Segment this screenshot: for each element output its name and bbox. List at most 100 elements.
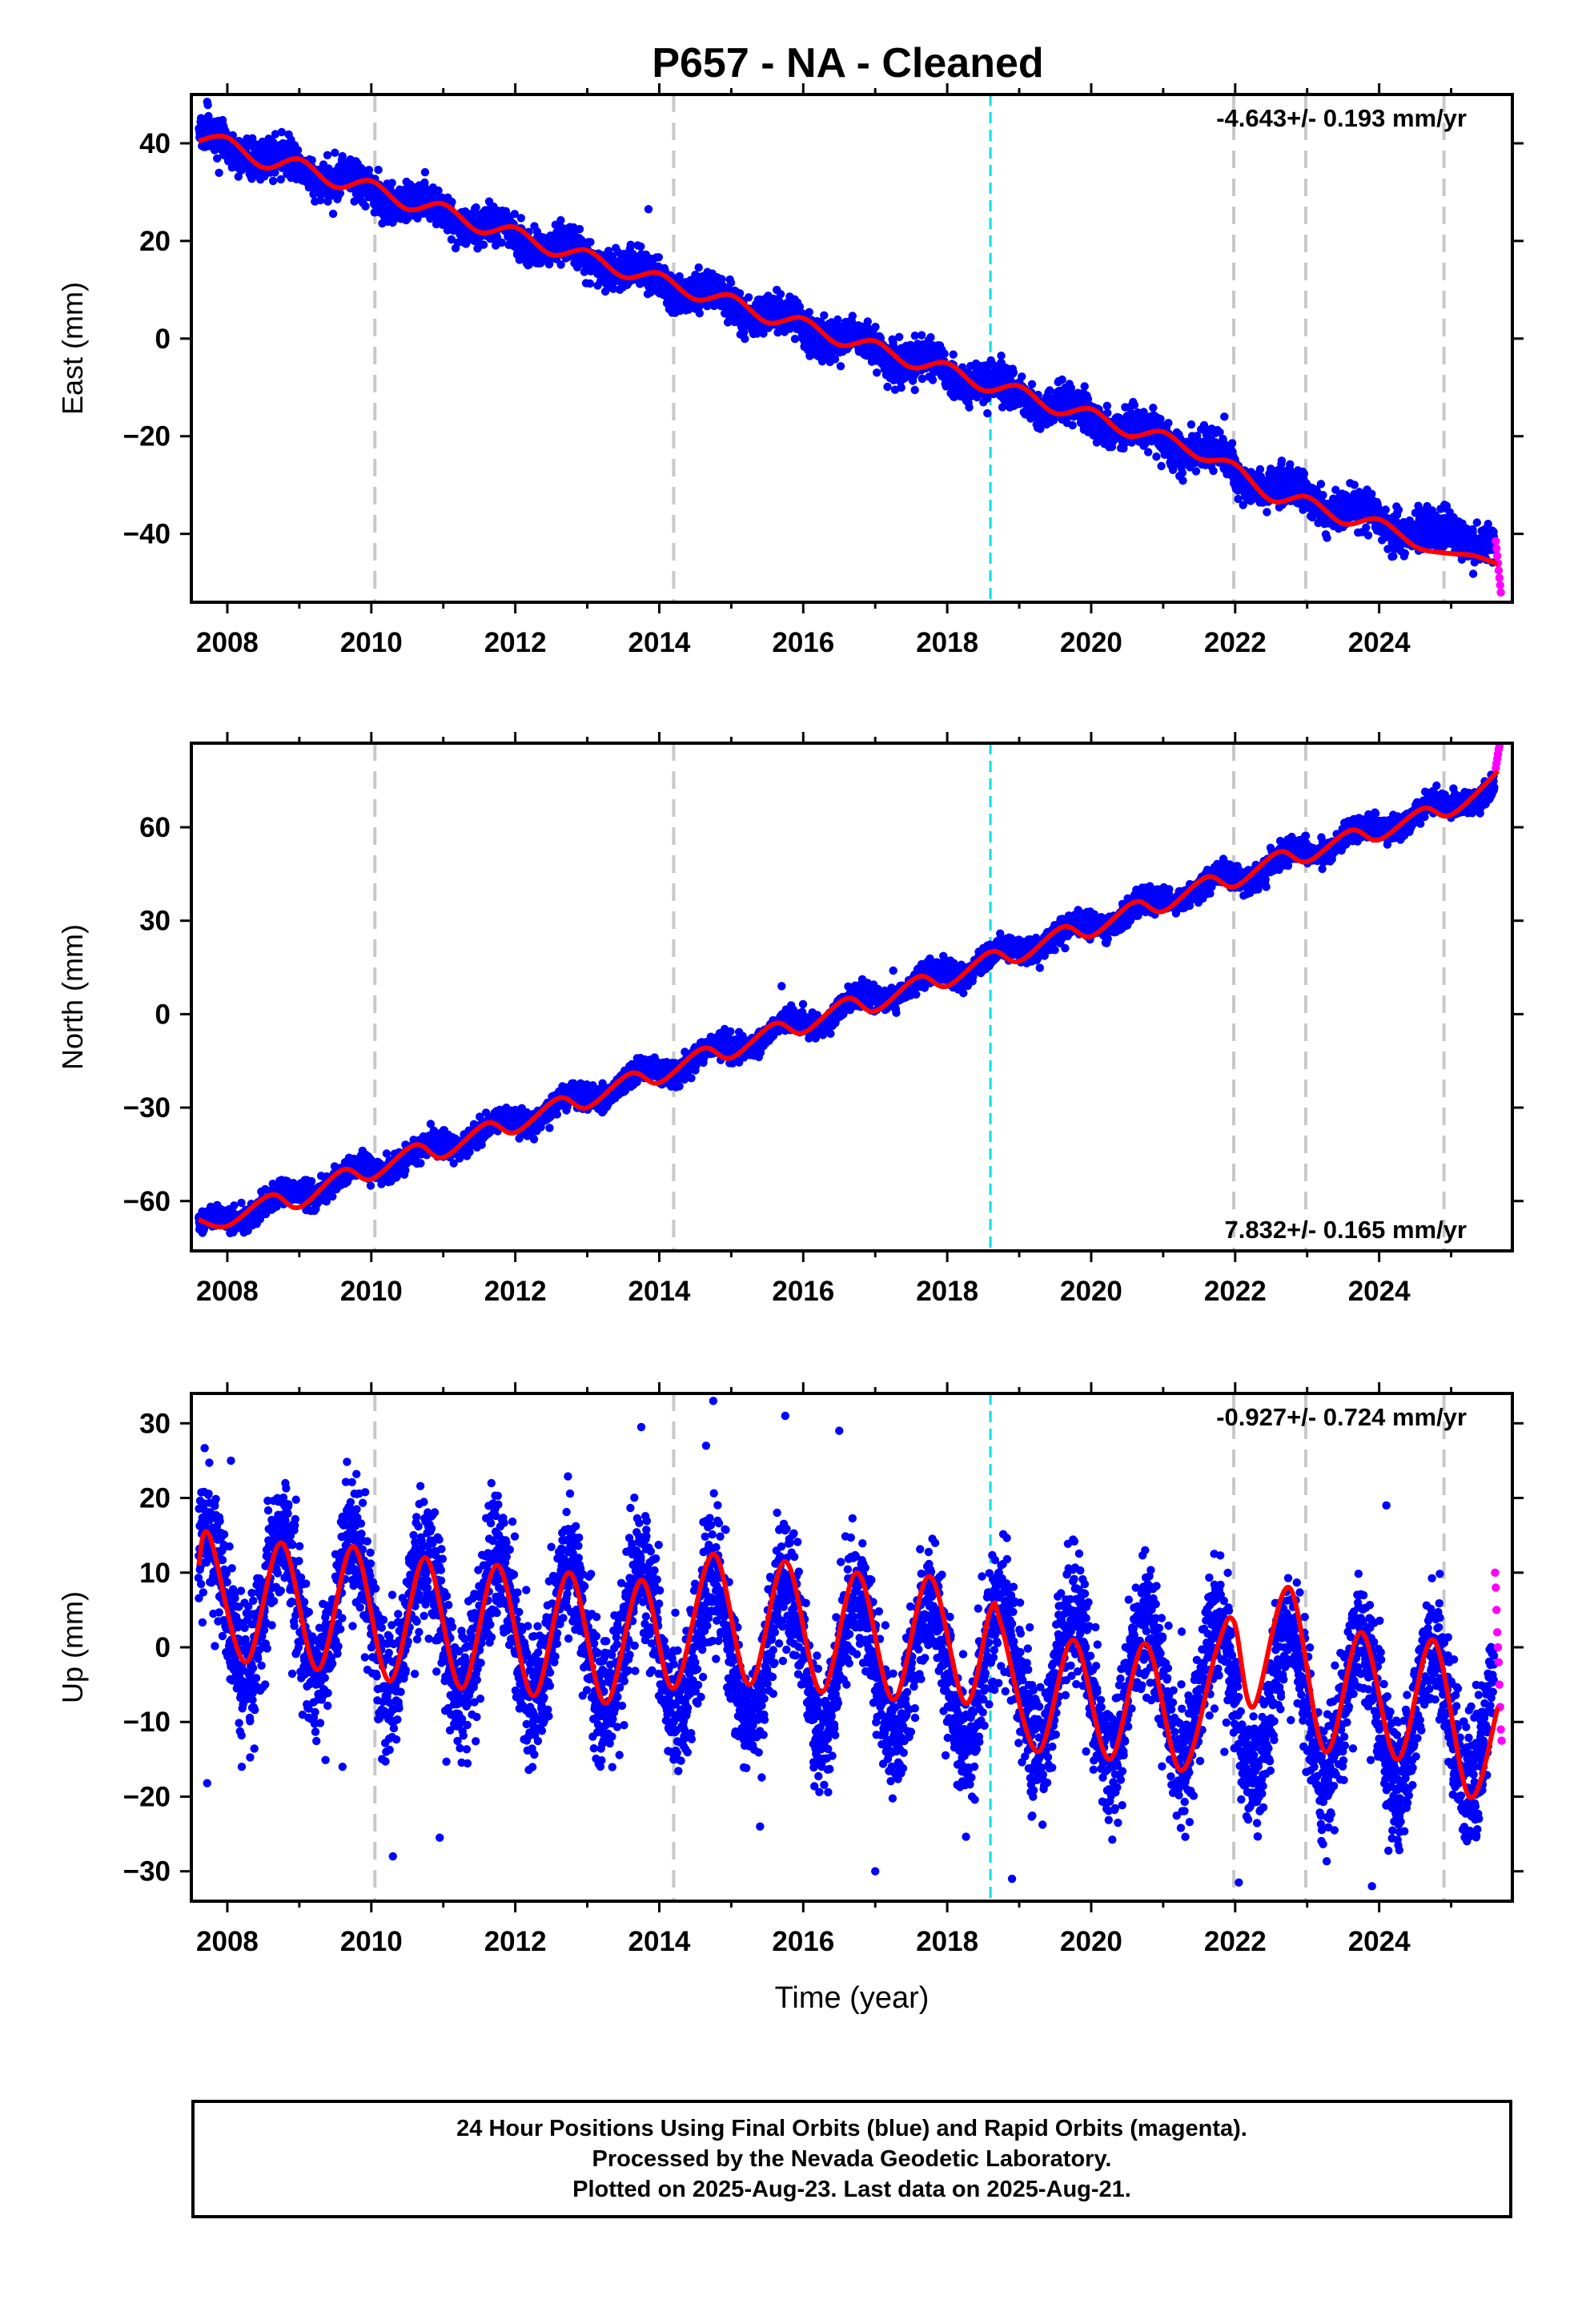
final-orbit-point (1058, 375, 1066, 384)
final-orbit-point (833, 315, 842, 324)
final-orbit-point (744, 293, 753, 302)
final-orbit-point (740, 328, 749, 337)
final-orbit-point (1130, 400, 1139, 409)
final-orbit-point (1152, 452, 1161, 461)
final-orbit-point (1209, 466, 1218, 476)
final-orbit-point (917, 331, 926, 340)
final-orbit-point (420, 167, 430, 177)
final-orbit-point (1255, 464, 1265, 474)
final-orbit-point (293, 146, 303, 155)
final-orbit-point (204, 111, 213, 121)
final-orbit-point (741, 334, 749, 344)
final-orbit-point (316, 195, 325, 205)
final-orbit-point (609, 284, 618, 293)
final-orbit-point (1068, 420, 1077, 430)
final-orbit-point (213, 154, 222, 163)
final-orbit-point (1149, 404, 1158, 412)
final-orbit-point (695, 309, 704, 318)
final-orbit-point (328, 209, 338, 219)
final-orbit-point (1277, 456, 1287, 465)
final-orbit-point (447, 235, 456, 244)
final-orbit-point (331, 148, 339, 157)
final-orbit-point (420, 178, 429, 187)
final-orbit-point (1102, 401, 1112, 410)
final-orbit-point (1178, 468, 1187, 477)
final-orbit-point (248, 134, 257, 143)
final-orbit-point (271, 168, 279, 177)
final-orbit-point (1178, 476, 1187, 485)
final-orbit-point (361, 202, 370, 211)
final-orbit-point (717, 275, 726, 283)
final-orbit-point (836, 362, 845, 371)
final-orbit-points (195, 97, 1499, 578)
final-orbit-point (1191, 467, 1201, 476)
final-orbit-point (1164, 419, 1173, 428)
final-orbit-point (848, 312, 857, 320)
final-orbit-point (448, 198, 456, 207)
final-orbit-point (940, 349, 949, 358)
final-orbit-point (269, 138, 278, 147)
final-orbit-point (1009, 368, 1018, 377)
final-orbit-point (646, 288, 655, 297)
final-orbit-point (1299, 469, 1309, 478)
final-orbit-point (585, 279, 595, 288)
final-orbit-point (516, 214, 525, 223)
final-orbit-point (949, 350, 958, 359)
final-orbit-point (1144, 448, 1153, 456)
panel-1: 2008 2010 2012 2014 2016 2018 2020 2022 20244020… (56, 83, 1524, 658)
final-orbit-point (883, 382, 892, 392)
final-orbit-point (234, 172, 243, 181)
panel-plot-area (195, 94, 1505, 602)
final-orbit-point (307, 155, 316, 165)
final-orbit-point (863, 317, 873, 326)
final-orbit-point (586, 238, 595, 247)
final-orbit-point (556, 215, 565, 225)
final-orbit-point (1018, 372, 1026, 381)
chart-title: P657 - NA - Cleaned (652, 40, 1043, 86)
final-orbit-point (1263, 508, 1271, 517)
final-orbit-point (1286, 460, 1295, 468)
final-orbit-point (820, 311, 829, 320)
final-orbit-point (776, 290, 785, 299)
final-orbit-point (556, 260, 565, 269)
final-orbit-point (497, 238, 506, 247)
final-orbit-point (1027, 380, 1037, 388)
final-orbit-point (434, 186, 443, 195)
final-orbit-point (271, 130, 280, 139)
final-orbit-point (873, 368, 881, 377)
final-orbit-point (805, 308, 813, 316)
final-orbit-point (654, 253, 663, 262)
final-orbit-point (790, 335, 800, 344)
final-orbit-point (626, 240, 635, 249)
final-orbit-point (1227, 439, 1237, 448)
final-orbit-point (472, 203, 480, 212)
final-orbit-point (983, 408, 992, 418)
final-orbit-point (895, 332, 904, 341)
final-orbit-point (735, 289, 745, 298)
final-orbit-point (897, 383, 905, 392)
final-orbit-point (871, 323, 880, 332)
final-orbit-point (374, 165, 383, 175)
final-orbit-point (759, 329, 768, 338)
final-orbit-point (387, 179, 396, 187)
final-orbit-point (1080, 382, 1089, 391)
final-orbit-point (277, 127, 287, 137)
final-orbit-point (510, 210, 519, 219)
final-orbit-point (694, 263, 703, 272)
final-orbit-point (726, 278, 736, 287)
final-orbit-point (1186, 420, 1196, 429)
final-orbit-point (1157, 461, 1166, 471)
final-orbit-point (575, 224, 584, 234)
final-orbit-point (323, 151, 332, 159)
final-orbit-point (926, 333, 935, 342)
final-orbit-point (364, 166, 374, 175)
final-orbit-point (965, 403, 974, 412)
final-orbit-point (335, 189, 345, 198)
final-orbit-point (928, 376, 938, 384)
final-orbit-point (910, 385, 919, 395)
final-orbit-point (413, 214, 422, 223)
final-orbit-point (276, 175, 285, 184)
final-orbit-point (600, 287, 610, 296)
final-orbit-point (268, 176, 278, 186)
